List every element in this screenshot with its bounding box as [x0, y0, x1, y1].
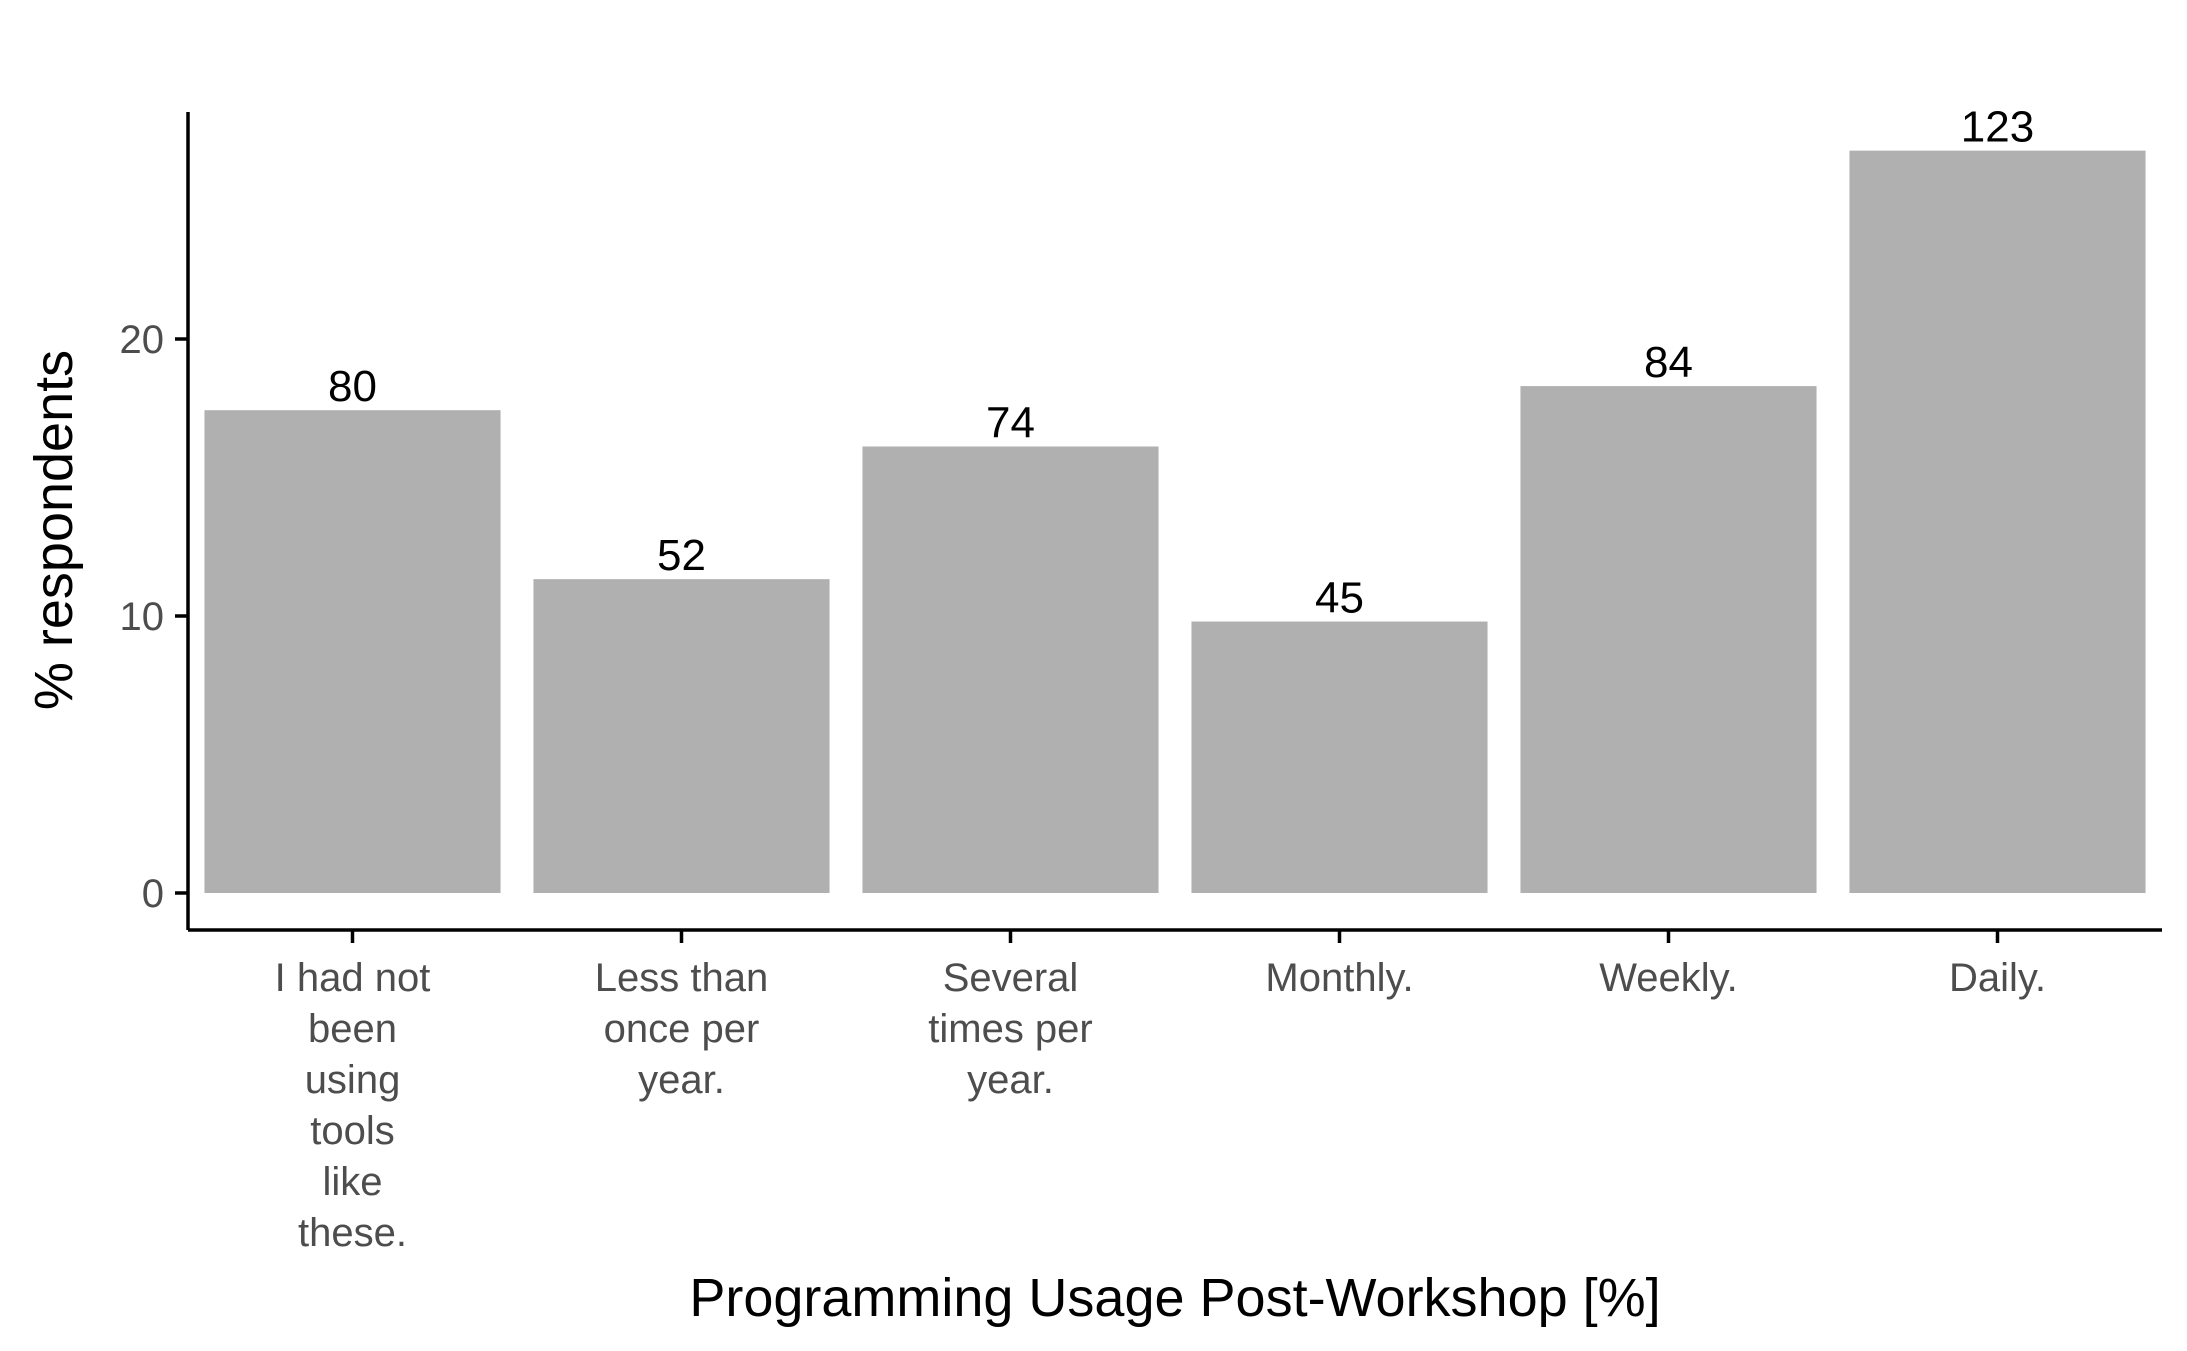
bar-value-label: 84 [1644, 338, 1693, 387]
bar [204, 410, 501, 893]
bar-labels-group: 80 52 74 45 84 123 [328, 103, 2034, 623]
bar-value-label: 123 [1961, 103, 2034, 152]
bar [533, 579, 830, 893]
x-tick-label: Weekly. [1599, 956, 1738, 1000]
x-tick-label: Less than once per year. [595, 956, 768, 1102]
bar [1191, 621, 1488, 893]
bar-value-label: 74 [986, 398, 1035, 447]
bar-value-label: 52 [657, 531, 706, 580]
y-axis-title: % respondents [24, 350, 84, 710]
bar-value-label: 45 [1315, 574, 1364, 623]
x-tick-label: Monthly. [1265, 956, 1413, 1000]
bar [1849, 150, 2146, 893]
bars-group [204, 150, 2146, 893]
y-tick-label: 0 [142, 872, 164, 916]
x-tick-label: Several times per year. [928, 956, 1093, 1102]
x-axis-title: Programming Usage Post-Workshop [%] [689, 1268, 1660, 1328]
y-tick-label: 20 [120, 318, 165, 362]
y-tick-label: 10 [120, 595, 165, 639]
x-tick-label: Daily. [1949, 956, 2046, 1000]
bar-value-label: 80 [328, 362, 377, 411]
bar [1520, 386, 1817, 893]
bar [862, 446, 1159, 893]
x-axis-ticks: I had not been using tools like these. Less th… [275, 930, 2046, 1255]
x-tick-label: I had not been using tools like these. [275, 956, 431, 1255]
y-axis-ticks: 0 10 20 [120, 318, 188, 916]
